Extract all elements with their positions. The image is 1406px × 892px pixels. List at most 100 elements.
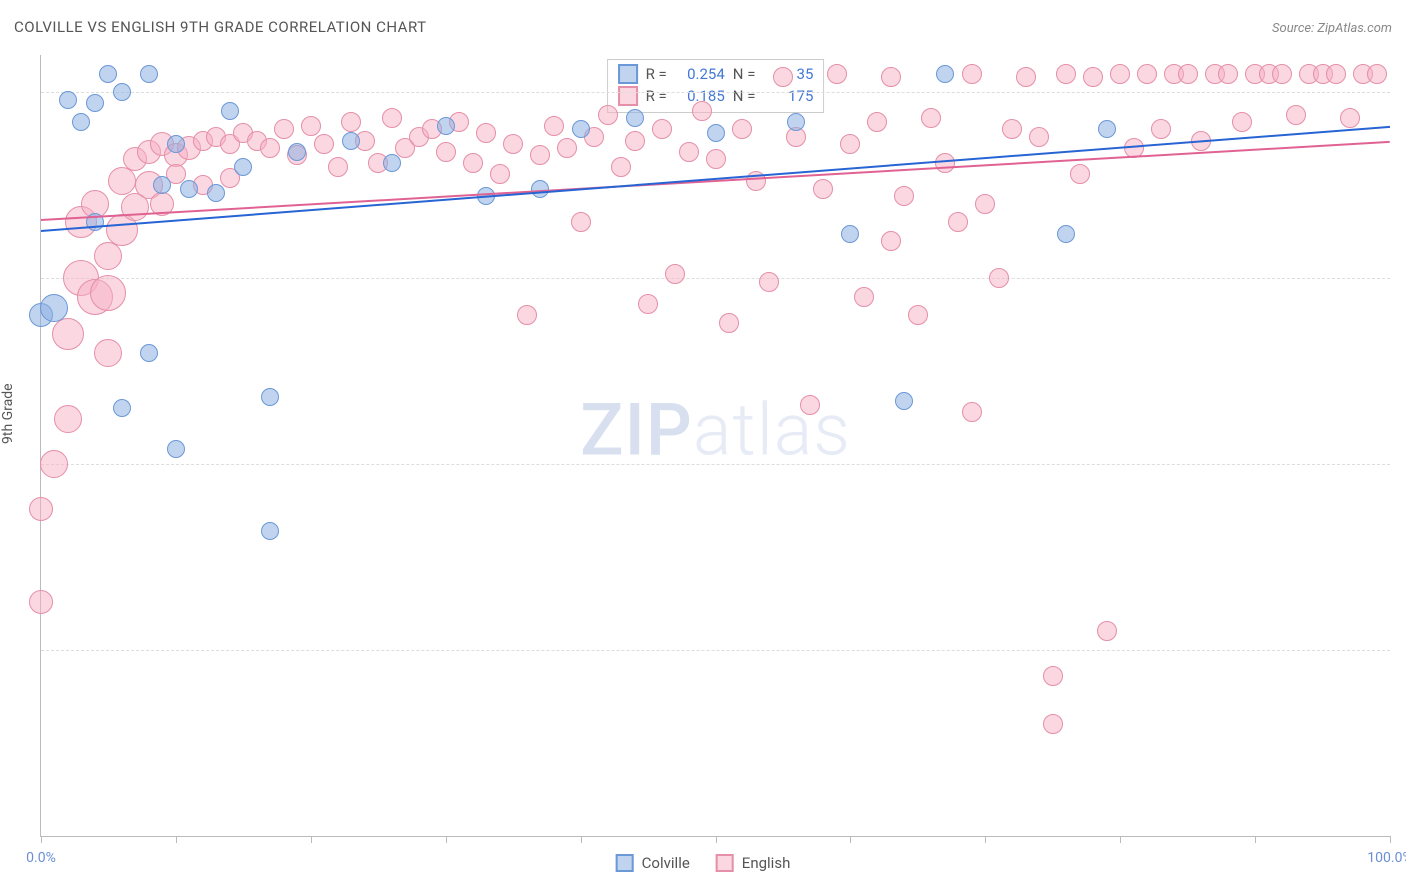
scatter-point-english xyxy=(732,119,752,139)
scatter-point-english xyxy=(544,116,564,136)
scatter-point-colville xyxy=(572,120,590,138)
scatter-point-english xyxy=(638,294,658,314)
scatter-point-english xyxy=(1083,67,1103,87)
legend-swatch-english xyxy=(618,86,638,106)
y-tick-label: 95.0% xyxy=(1402,270,1406,286)
scatter-point-colville xyxy=(1057,225,1075,243)
scatter-point-english xyxy=(1043,666,1063,686)
x-tick xyxy=(581,836,582,843)
scatter-point-english xyxy=(948,212,968,232)
scatter-point-english xyxy=(1272,64,1292,84)
grid-line xyxy=(41,650,1390,651)
scatter-point-english xyxy=(517,305,537,325)
chart-header: COLVILLE VS ENGLISH 9TH GRADE CORRELATIO… xyxy=(14,18,1392,36)
scatter-point-colville xyxy=(153,176,171,194)
grid-line xyxy=(41,278,1390,279)
chart-source: Source: ZipAtlas.com xyxy=(1272,21,1392,36)
scatter-point-english xyxy=(1002,119,1022,139)
scatter-point-english xyxy=(881,67,901,87)
scatter-point-english xyxy=(840,134,860,154)
scatter-point-english xyxy=(894,186,914,206)
scatter-point-english xyxy=(341,112,361,132)
scatter-point-english xyxy=(1097,621,1117,641)
x-tick-label: 100.0% xyxy=(1367,850,1406,866)
scatter-point-colville xyxy=(113,399,131,417)
scatter-point-english xyxy=(625,131,645,151)
scatter-point-colville xyxy=(234,158,252,176)
scatter-point-english xyxy=(530,145,550,165)
scatter-point-english xyxy=(108,167,136,195)
scatter-point-english xyxy=(476,123,496,143)
scatter-point-english xyxy=(301,116,321,136)
scatter-point-colville xyxy=(221,102,239,120)
scatter-point-english xyxy=(989,268,1009,288)
scatter-point-colville xyxy=(207,184,225,202)
x-tick xyxy=(41,836,42,843)
scatter-point-english xyxy=(1326,64,1346,84)
scatter-point-english xyxy=(503,134,523,154)
legend-swatch-icon xyxy=(616,854,634,872)
legend-swatch-colville xyxy=(618,64,638,84)
legend-item-colville: Colville xyxy=(616,854,690,872)
scatter-point-english xyxy=(921,108,941,128)
scatter-point-colville xyxy=(787,113,805,131)
scatter-point-english xyxy=(1070,164,1090,184)
scatter-point-english xyxy=(598,105,618,125)
x-tick xyxy=(850,836,851,843)
scatter-point-colville xyxy=(437,117,455,135)
scatter-point-english xyxy=(436,142,456,162)
x-tick-label: 0.0% xyxy=(26,850,56,866)
y-tick-label: 85.0% xyxy=(1402,642,1406,658)
x-tick xyxy=(985,836,986,843)
x-tick xyxy=(176,836,177,843)
scatter-point-colville xyxy=(626,109,644,127)
legend-row-english: R = 0.185 N = 175 xyxy=(618,86,814,106)
scatter-point-english xyxy=(908,305,928,325)
x-tick xyxy=(1120,836,1121,843)
scatter-point-english xyxy=(1367,64,1387,84)
scatter-point-colville xyxy=(261,388,279,406)
scatter-point-english xyxy=(54,405,82,433)
scatter-point-english xyxy=(29,497,53,521)
scatter-point-colville xyxy=(140,65,158,83)
scatter-point-colville xyxy=(288,143,306,161)
chart-title: COLVILLE VS ENGLISH 9TH GRADE CORRELATIO… xyxy=(14,18,427,36)
scatter-point-english xyxy=(328,157,348,177)
scatter-point-english xyxy=(881,231,901,251)
scatter-point-english xyxy=(1016,67,1036,87)
scatter-point-colville xyxy=(841,225,859,243)
scatter-point-colville xyxy=(936,65,954,83)
scatter-point-colville xyxy=(707,124,725,142)
scatter-point-english xyxy=(692,101,712,121)
scatter-point-colville xyxy=(180,180,198,198)
y-tick-label: 100.0% xyxy=(1402,84,1406,100)
scatter-point-colville xyxy=(140,344,158,362)
scatter-point-colville xyxy=(895,392,913,410)
scatter-point-english xyxy=(719,313,739,333)
y-axis-title: 9th Grade xyxy=(0,383,16,444)
scatter-point-colville xyxy=(167,135,185,153)
scatter-point-english xyxy=(463,153,483,173)
scatter-point-colville xyxy=(40,294,68,322)
scatter-point-english xyxy=(90,275,126,311)
scatter-point-colville xyxy=(167,440,185,458)
scatter-point-english xyxy=(40,450,68,478)
scatter-point-colville xyxy=(86,94,104,112)
scatter-point-english xyxy=(975,194,995,214)
scatter-point-english xyxy=(652,119,672,139)
scatter-point-english xyxy=(1340,108,1360,128)
scatter-point-english xyxy=(759,272,779,292)
scatter-point-colville xyxy=(383,154,401,172)
scatter-point-english xyxy=(94,242,122,270)
scatter-point-english xyxy=(962,64,982,84)
scatter-point-english xyxy=(867,112,887,132)
scatter-point-english xyxy=(935,153,955,173)
scatter-point-english xyxy=(1286,105,1306,125)
scatter-point-english xyxy=(571,212,591,232)
scatter-point-english xyxy=(1110,64,1130,84)
y-tick-label: 90.0% xyxy=(1402,456,1406,472)
scatter-point-english xyxy=(800,395,820,415)
scatter-point-english xyxy=(557,138,577,158)
scatter-point-english xyxy=(1056,64,1076,84)
scatter-point-english xyxy=(382,108,402,128)
